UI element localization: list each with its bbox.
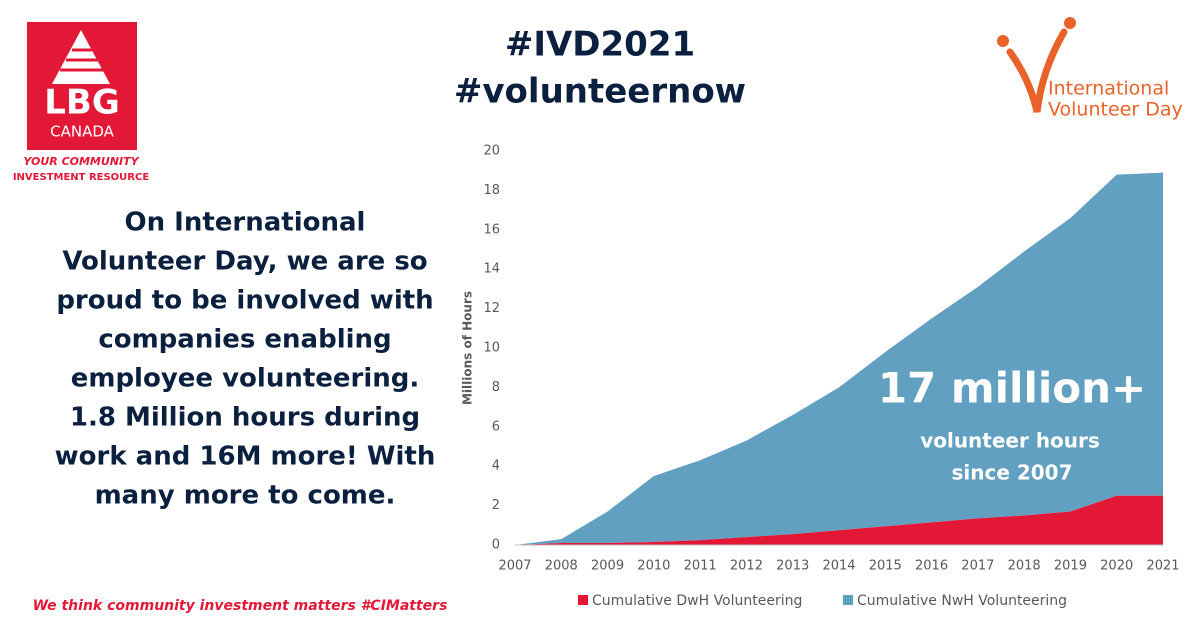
- body-line: employee volunteering.: [71, 364, 420, 394]
- x-tick-label: 2012: [730, 559, 763, 574]
- y-tick-label: 6: [492, 419, 500, 434]
- y-tick-label: 12: [483, 301, 500, 316]
- ivd-logo-mark: [997, 17, 1076, 113]
- annotation: since 2007: [951, 461, 1072, 485]
- x-tick-label: 2007: [498, 559, 531, 574]
- y-tick-label: 16: [483, 222, 500, 237]
- x-tick-label: 2013: [776, 559, 809, 574]
- x-tick-label: 2009: [591, 559, 624, 574]
- ivd-logo-text: International: [1048, 78, 1169, 100]
- lbg-logo-tagline: YOUR COMMUNITY: [23, 155, 139, 168]
- lbg-logo-stripes: [60, 48, 104, 72]
- x-tick-label: 2019: [1054, 559, 1087, 574]
- y-tick-label: 14: [483, 262, 500, 277]
- area: [515, 172, 1163, 546]
- annotation: volunteer hours: [920, 429, 1100, 453]
- lbg-logo-tagline: INVESTMENT RESOURCE: [13, 172, 150, 183]
- x-tick-label: 2017: [961, 559, 994, 574]
- y-tick-label: 2: [492, 498, 500, 513]
- body-text: On International Volunteer Day, we are so…: [55, 208, 436, 511]
- hashtag: #IVD2021: [505, 25, 695, 65]
- ivd-dot: [997, 35, 1009, 47]
- ivd-dot: [1064, 17, 1076, 29]
- x-tick-label: 2015: [869, 559, 902, 574]
- footer-tagline: We think community investment matters #C…: [33, 598, 448, 614]
- area: [515, 495, 1163, 545]
- y-tick-label: 20: [483, 144, 500, 159]
- ivd-logo-text: Volunteer Day: [1048, 99, 1183, 121]
- x-tick-label: 2016: [915, 559, 948, 574]
- x-tick-label: 2014: [822, 559, 855, 574]
- annotation: 17 million+: [878, 364, 1146, 413]
- chart: 0 2 4 6 8 10 12 14 16 18 20 2007 2008 2009 2010 2011 201…: [461, 144, 1180, 610]
- y-tick-label: 0: [492, 538, 500, 553]
- x-tick-label: 2021: [1146, 559, 1179, 574]
- x-tick-label: 2011: [684, 559, 717, 574]
- y-tick-label: 18: [483, 183, 500, 198]
- y-tick-label: 10: [483, 341, 500, 356]
- body-line: work and 16M more! With: [55, 442, 436, 472]
- legend-label: Cumulative DwH Volunteering: [592, 593, 802, 609]
- x-tick-label: 2018: [1008, 559, 1041, 574]
- hashtag: #volunteernow: [454, 72, 746, 112]
- y-tick-label: 8: [492, 380, 500, 395]
- body-line: proud to be involved with: [56, 286, 433, 316]
- body-line: many more to come.: [95, 481, 396, 511]
- ivd-v: [1006, 28, 1068, 113]
- y-axis-label: Millions of Hours: [461, 291, 475, 405]
- x-tick-label: 2020: [1100, 559, 1133, 574]
- legend-swatch: [578, 595, 588, 605]
- y-tick-label: 4: [492, 459, 500, 474]
- body-line: 1.8 Million hours during: [70, 403, 420, 433]
- legend-swatch: [843, 595, 853, 605]
- body-line: On International: [125, 208, 366, 238]
- body-line: companies enabling: [98, 325, 391, 355]
- lbg-logo-name: LBG: [44, 83, 120, 123]
- lbg-logo-country: CANADA: [50, 123, 115, 141]
- x-tick-label: 2008: [545, 559, 578, 574]
- body-line: Volunteer Day, we are so: [62, 247, 427, 277]
- x-tick-label: 2010: [637, 559, 670, 574]
- legend-label: Cumulative NwH Volunteering: [857, 593, 1067, 609]
